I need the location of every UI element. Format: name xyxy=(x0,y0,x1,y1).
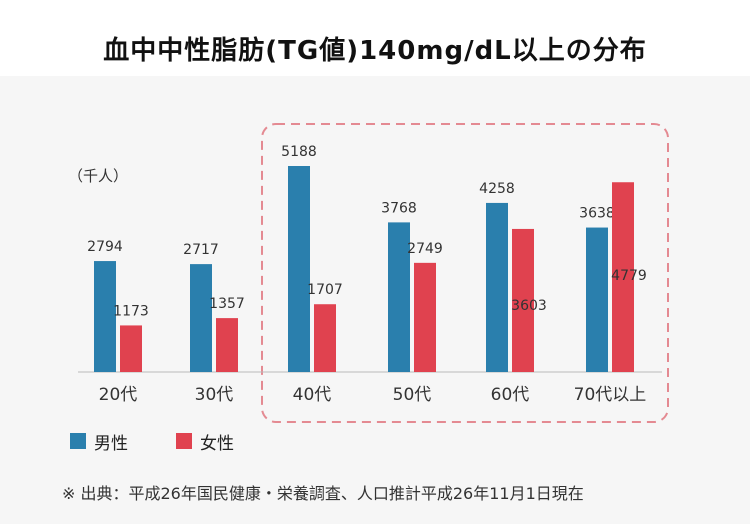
value-label-female-3: 1707 xyxy=(307,282,343,298)
bar-male-6 xyxy=(586,227,608,372)
bar-female-5 xyxy=(512,228,534,372)
chart-title: 血中中性脂肪(TG値)140mg/dL以上の分布 xyxy=(103,36,647,66)
value-label-male-5: 4258 xyxy=(479,181,515,197)
category-label-5: 60代 xyxy=(491,385,530,405)
value-label-male-4: 3768 xyxy=(381,200,417,216)
category-label-4: 50代 xyxy=(393,385,432,405)
category-label-6: 70代以上 xyxy=(574,385,647,405)
category-label-3: 40代 xyxy=(293,385,332,405)
legend-swatch-male xyxy=(70,433,86,449)
legend-male: 男性 xyxy=(70,430,128,454)
value-label-male-6: 3638 xyxy=(579,206,615,222)
value-label-male-1: 2794 xyxy=(87,239,123,255)
legend-label-male: 男性 xyxy=(94,433,128,454)
bar-male-1 xyxy=(94,261,116,372)
category-label-1: 20代 xyxy=(99,385,138,405)
unit-label: （千人） xyxy=(68,167,129,185)
value-label-male-2: 2717 xyxy=(183,242,219,258)
source-note: ※ 出典：平成26年国民健康・栄養調査、人口推計平成26年11月1日現在 xyxy=(62,484,584,503)
bar-male-4 xyxy=(388,222,410,372)
legend-swatch-female xyxy=(176,433,192,449)
bar-male-5 xyxy=(486,202,508,372)
value-label-female-2: 1357 xyxy=(209,296,245,312)
bar-male-3 xyxy=(288,166,310,372)
bar-female-1 xyxy=(120,325,142,372)
legend-female: 女性 xyxy=(176,430,234,454)
value-label-female-1: 1173 xyxy=(113,303,149,319)
bars-layer: 2794 1173 20代 2717 1357 30代 5188 1707 40代 3768 274… xyxy=(87,144,647,405)
bar-female-6 xyxy=(612,182,634,372)
value-label-female-4: 2749 xyxy=(407,241,443,257)
value-label-female-6: 4779 xyxy=(611,268,647,284)
legend-label-female: 女性 xyxy=(200,433,234,454)
value-label-male-3: 5188 xyxy=(281,144,317,160)
bar-female-2 xyxy=(216,318,238,372)
value-label-female-5: 3603 xyxy=(511,298,547,314)
highlight-region xyxy=(261,123,669,423)
bar-female-3 xyxy=(314,304,336,372)
bar-male-2 xyxy=(190,264,212,372)
bar-female-4 xyxy=(414,262,436,372)
category-label-2: 30代 xyxy=(195,385,234,405)
